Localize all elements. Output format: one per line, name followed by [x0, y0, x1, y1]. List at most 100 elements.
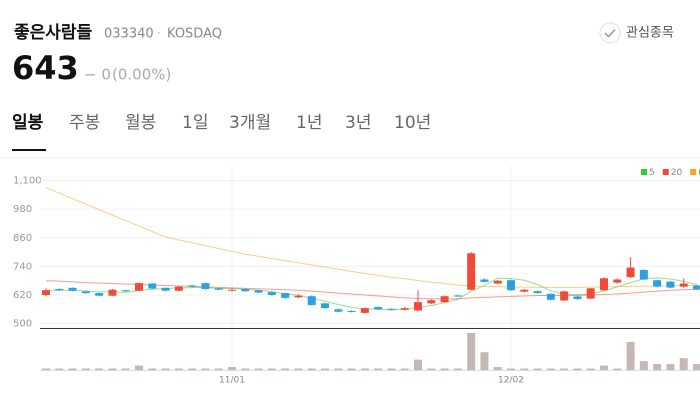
candle-body — [174, 286, 183, 291]
candle-body — [281, 293, 290, 298]
tab[interactable]: 일봉 — [12, 113, 44, 133]
volume-bar — [666, 364, 675, 370]
volume-bar — [560, 368, 569, 370]
volume-bar — [294, 368, 303, 370]
legend-swatch — [690, 169, 697, 175]
change-percent: (0.00%) — [112, 66, 171, 84]
candle-body — [42, 290, 50, 295]
watchlist-button[interactable]: 관심종목 — [599, 22, 674, 44]
candle-body — [666, 281, 675, 288]
candle-body — [507, 280, 515, 291]
candle-body — [108, 289, 117, 296]
tab[interactable]: 3개월 — [229, 113, 271, 133]
volume-bar — [507, 368, 515, 370]
tab[interactable]: 1년 — [296, 113, 322, 133]
candle-body — [307, 296, 316, 306]
volume-bar — [267, 368, 276, 370]
volume-bar — [653, 364, 662, 370]
legend-label: 5 — [649, 168, 655, 178]
candle-body — [267, 292, 276, 295]
candle-body — [241, 289, 250, 292]
volume-bar — [347, 368, 356, 370]
candle-body — [480, 279, 489, 282]
candle-body — [121, 290, 130, 292]
y-tick-label: 1,100 — [13, 176, 42, 187]
candle-body — [387, 308, 396, 310]
volume-bar — [493, 367, 502, 370]
candle-body — [586, 288, 595, 299]
volume-bar — [281, 368, 290, 370]
x-tick-label: 12/02 — [498, 376, 524, 386]
y-tick-label: 620 — [13, 290, 32, 301]
tab[interactable]: 10년 — [394, 113, 431, 133]
tab[interactable]: 월봉 — [125, 113, 156, 133]
stock-code: 033340 — [104, 27, 154, 42]
volume-bar — [334, 368, 343, 370]
volume-bar — [135, 365, 143, 370]
candle-body — [653, 280, 662, 287]
change: − 0 — [84, 66, 111, 84]
volume-bar — [374, 368, 383, 370]
candle-body — [693, 285, 700, 290]
candle-body — [639, 269, 648, 280]
candle-body — [493, 280, 502, 284]
candle-body — [546, 293, 555, 300]
volume-bar — [613, 368, 622, 370]
candle-body — [440, 296, 449, 303]
volume-bar — [121, 368, 130, 370]
candle-body — [600, 278, 608, 291]
volume-bar — [360, 368, 369, 370]
volume-bar — [480, 352, 489, 370]
volume-bar — [453, 368, 462, 370]
check — [604, 28, 616, 38]
volume-bar — [639, 361, 648, 370]
candle-body — [135, 283, 143, 291]
volume-bar — [81, 368, 90, 370]
tabs: 일봉 주봉 월봉 1일 3개월 1년 3년 10년 — [12, 113, 431, 133]
volume-bar — [228, 367, 236, 370]
volume-bar — [68, 368, 77, 370]
market: KOSDAQ — [167, 27, 222, 42]
candle-body — [347, 310, 356, 312]
tab[interactable]: 3년 — [345, 113, 371, 133]
candle-body — [148, 283, 157, 289]
tab[interactable]: 주봉 — [69, 113, 100, 133]
candle-body — [81, 291, 90, 294]
volume-bar — [600, 365, 608, 370]
moving-average — [45, 187, 698, 288]
tab[interactable]: 1일 — [182, 113, 208, 133]
y-tick-label: 740 — [13, 261, 32, 272]
price: 643 — [12, 49, 79, 87]
candle-body — [294, 295, 303, 298]
candle-body — [613, 279, 622, 283]
volume-bar — [241, 368, 250, 370]
volume-bar — [214, 368, 223, 370]
candle-body — [626, 267, 635, 278]
watch-label: 관심종목 — [626, 26, 674, 41]
y-tick-label: 980 — [13, 204, 32, 215]
candle-body — [360, 308, 369, 313]
chart: 500 620 740 860 980 1,100 11/01 12/02 5 20 60 — [0, 157, 700, 386]
volume-bar — [400, 368, 409, 370]
volume-bar — [188, 368, 197, 370]
candle-body — [188, 285, 197, 287]
separator: · — [157, 27, 161, 42]
volume-bar — [321, 368, 329, 370]
volume-bar — [55, 368, 64, 370]
volume-bar — [307, 368, 316, 370]
volume-bar — [161, 368, 170, 370]
candle-body — [453, 295, 462, 297]
volume-bar — [679, 358, 688, 370]
legend-swatch — [662, 169, 669, 175]
candle-body — [560, 291, 569, 301]
volume-bar — [626, 341, 635, 370]
volume-bar — [414, 359, 422, 370]
candle-body — [400, 308, 409, 310]
legend-swatch — [641, 169, 647, 175]
candle-body — [427, 300, 436, 304]
volume-bar — [95, 368, 104, 370]
moving-average — [46, 277, 698, 311]
volume-bar — [174, 368, 183, 370]
